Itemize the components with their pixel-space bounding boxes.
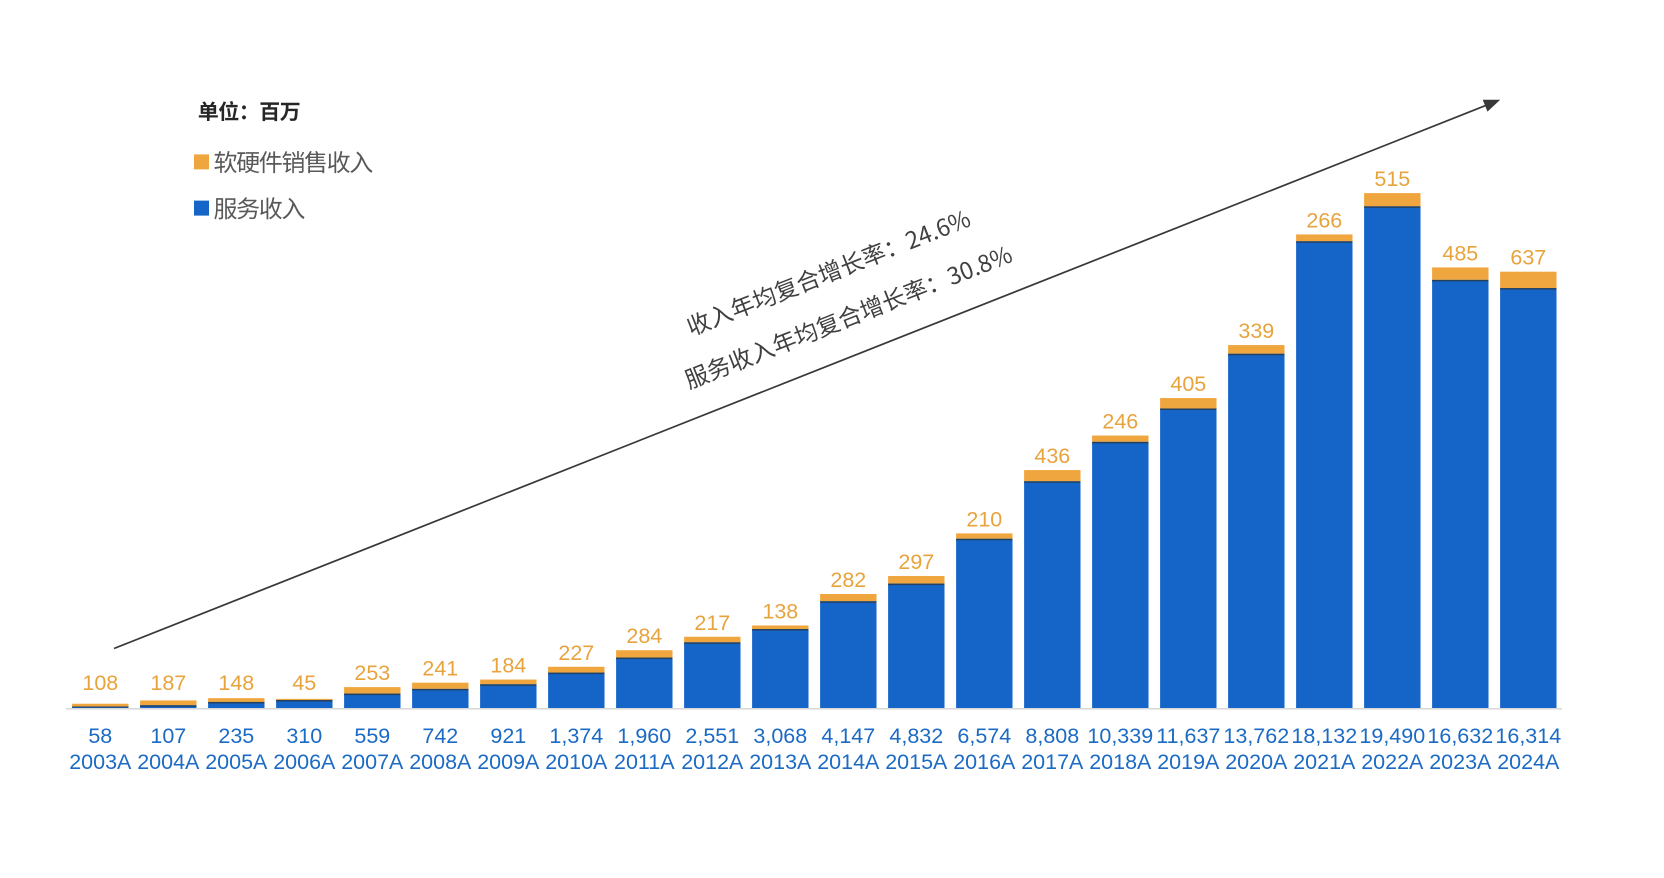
svg-text:2003A: 2003A xyxy=(69,750,132,774)
svg-text:138: 138 xyxy=(762,600,798,624)
svg-text:2006A: 2006A xyxy=(273,750,336,774)
svg-text:235: 235 xyxy=(218,724,254,748)
svg-text:2021A: 2021A xyxy=(1293,750,1356,774)
svg-text:18,132: 18,132 xyxy=(1291,724,1357,748)
svg-text:8,808: 8,808 xyxy=(1025,724,1079,748)
svg-text:187: 187 xyxy=(150,671,186,695)
svg-text:405: 405 xyxy=(1170,372,1206,396)
svg-text:2009A: 2009A xyxy=(477,750,540,774)
svg-text:2014A: 2014A xyxy=(817,750,880,774)
svg-text:148: 148 xyxy=(218,671,254,695)
svg-text:108: 108 xyxy=(82,671,118,695)
svg-text:515: 515 xyxy=(1374,167,1410,191)
svg-text:16,314: 16,314 xyxy=(1495,724,1561,748)
svg-text:266: 266 xyxy=(1306,209,1342,233)
svg-text:2016A: 2016A xyxy=(953,750,1016,774)
svg-text:253: 253 xyxy=(354,661,390,685)
svg-text:11,637: 11,637 xyxy=(1156,724,1220,748)
svg-text:2007A: 2007A xyxy=(341,750,404,774)
svg-text:282: 282 xyxy=(830,568,866,592)
svg-text:184: 184 xyxy=(490,654,526,678)
svg-text:2018A: 2018A xyxy=(1089,750,1152,774)
svg-text:2010A: 2010A xyxy=(545,750,608,774)
svg-text:210: 210 xyxy=(966,507,1002,531)
svg-text:4,147: 4,147 xyxy=(821,724,875,748)
svg-text:2011A: 2011A xyxy=(614,750,675,774)
svg-text:45: 45 xyxy=(292,671,316,695)
svg-text:2,551: 2,551 xyxy=(685,724,739,748)
svg-text:6,574: 6,574 xyxy=(957,724,1011,748)
svg-text:227: 227 xyxy=(558,641,594,665)
svg-text:2017A: 2017A xyxy=(1021,750,1084,774)
svg-text:13,762: 13,762 xyxy=(1223,724,1289,748)
svg-text:921: 921 xyxy=(490,724,526,748)
svg-text:3,068: 3,068 xyxy=(753,724,807,748)
svg-text:2019A: 2019A xyxy=(1157,750,1220,774)
svg-text:241: 241 xyxy=(422,657,458,681)
svg-text:1,960: 1,960 xyxy=(617,724,671,748)
svg-text:1,374: 1,374 xyxy=(549,724,603,748)
svg-text:2012A: 2012A xyxy=(681,750,744,774)
svg-text:246: 246 xyxy=(1102,410,1138,434)
svg-text:559: 559 xyxy=(354,724,390,748)
svg-text:107: 107 xyxy=(150,724,186,748)
svg-text:2015A: 2015A xyxy=(885,750,948,774)
svg-text:2020A: 2020A xyxy=(1225,750,1288,774)
svg-text:284: 284 xyxy=(626,624,662,648)
svg-text:310: 310 xyxy=(286,724,322,748)
svg-text:16,632: 16,632 xyxy=(1427,724,1493,748)
svg-text:485: 485 xyxy=(1442,241,1478,265)
svg-text:217: 217 xyxy=(694,611,730,635)
svg-text:2013A: 2013A xyxy=(749,750,812,774)
svg-text:339: 339 xyxy=(1238,319,1274,343)
svg-text:436: 436 xyxy=(1034,444,1070,468)
svg-text:742: 742 xyxy=(422,724,458,748)
svg-text:2022A: 2022A xyxy=(1361,750,1424,774)
svg-text:297: 297 xyxy=(898,550,934,574)
svg-text:19,490: 19,490 xyxy=(1359,724,1425,748)
svg-text:2008A: 2008A xyxy=(409,750,472,774)
svg-text:2005A: 2005A xyxy=(205,750,268,774)
svg-text:2024A: 2024A xyxy=(1497,750,1560,774)
svg-text:2004A: 2004A xyxy=(137,750,200,774)
svg-text:58: 58 xyxy=(88,724,112,748)
svg-text:2023A: 2023A xyxy=(1429,750,1492,774)
svg-text:4,832: 4,832 xyxy=(889,724,943,748)
svg-text:10,339: 10,339 xyxy=(1087,724,1153,748)
svg-text:637: 637 xyxy=(1510,246,1546,270)
